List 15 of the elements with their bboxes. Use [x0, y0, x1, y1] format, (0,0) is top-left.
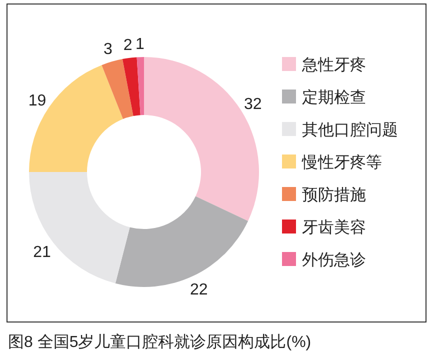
legend-label: 预防措施: [302, 186, 366, 204]
data-label: 19: [28, 92, 46, 110]
legend-label: 外伤急诊: [302, 251, 366, 269]
legend-label: 定期检查: [302, 88, 366, 106]
legend-label: 其他口腔问题: [302, 121, 398, 139]
data-label: 1: [135, 36, 144, 54]
legend-label: 慢性牙疼等: [301, 154, 382, 172]
data-label: 32: [244, 96, 262, 113]
legend-label: 牙齿美容: [302, 218, 366, 236]
text: 图8 全国5岁儿童口腔科就诊原因构成比(%): [8, 333, 312, 351]
legend-label: 急性牙疼: [301, 56, 366, 74]
data-label: 22: [190, 282, 208, 299]
data-label: 3: [104, 41, 113, 58]
data-label: 2: [123, 37, 132, 54]
data-label: 21: [33, 244, 52, 262]
